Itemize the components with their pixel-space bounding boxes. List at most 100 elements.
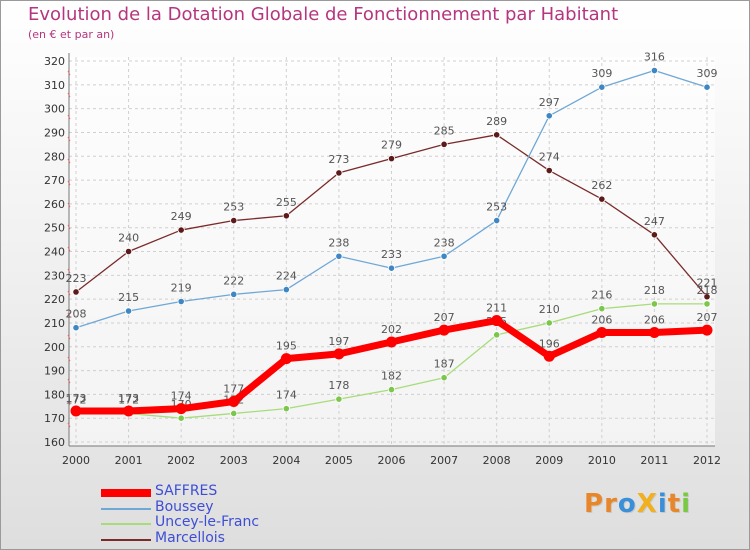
data-point-marcellois bbox=[230, 216, 238, 225]
x-tick-label: 2010 bbox=[588, 454, 616, 467]
x-tick-label: 2002 bbox=[167, 454, 195, 467]
data-label-marcellois: 274 bbox=[539, 151, 560, 164]
chart-subtitle: (en € et par an) bbox=[28, 28, 115, 41]
data-point-saffres bbox=[280, 353, 292, 365]
data-point-saffres bbox=[543, 350, 555, 362]
data-label-marcellois: 262 bbox=[591, 179, 612, 192]
y-tick-label: 310 bbox=[44, 79, 65, 92]
axis-mark bbox=[67, 92, 71, 98]
data-point-saffres bbox=[438, 324, 450, 336]
data-point-marcellois bbox=[440, 140, 448, 148]
x-tick-label: 2011 bbox=[640, 454, 668, 467]
data-label-marcellois: 289 bbox=[486, 115, 507, 128]
logo-letter: P bbox=[584, 489, 605, 519]
data-label-boussey: 316 bbox=[644, 51, 665, 64]
data-label-marcellois: 255 bbox=[276, 196, 297, 209]
data-point-boussey bbox=[650, 66, 659, 75]
logo-letter: i bbox=[681, 489, 692, 519]
data-point-saffres bbox=[228, 396, 240, 408]
legend-label: SAFFRES bbox=[155, 483, 218, 499]
data-point-marcellois bbox=[703, 293, 711, 301]
data-label-boussey: 238 bbox=[434, 236, 455, 249]
data-point-marcellois bbox=[545, 166, 553, 175]
data-label-marcellois: 223 bbox=[66, 272, 87, 285]
data-point-marcellois bbox=[335, 169, 343, 177]
data-label-boussey: 238 bbox=[328, 236, 349, 249]
data-point-boussey bbox=[230, 290, 238, 298]
x-tick-label: 2006 bbox=[378, 454, 406, 467]
x-tick-label: 2009 bbox=[535, 454, 563, 467]
data-point-marcellois bbox=[598, 195, 606, 203]
data-label-marcellois: 273 bbox=[328, 153, 349, 166]
data-label-boussey: 219 bbox=[171, 282, 192, 295]
data-point-uncey-le-franc bbox=[177, 414, 185, 422]
x-tick-label: 2001 bbox=[115, 454, 143, 467]
data-label-marcellois: 247 bbox=[644, 215, 665, 228]
data-point-saffres bbox=[70, 405, 82, 417]
data-point-uncey-le-franc bbox=[230, 409, 238, 418]
data-label-marcellois: 285 bbox=[434, 124, 455, 137]
data-label-uncey-le-franc: 172 bbox=[118, 393, 139, 406]
legend-swatch bbox=[101, 538, 151, 541]
data-label-uncey-le-franc: 218 bbox=[644, 284, 665, 297]
y-tick-label: 250 bbox=[44, 222, 65, 235]
logo-letter: t bbox=[667, 489, 682, 519]
data-label-saffres: 174 bbox=[171, 390, 192, 403]
data-point-boussey bbox=[440, 252, 448, 260]
axis-mark bbox=[67, 180, 71, 186]
logo-letter: r bbox=[604, 489, 618, 519]
y-tick-label: 240 bbox=[44, 246, 65, 259]
data-point-saffres bbox=[596, 326, 608, 338]
proxiti-logo: ProXiti bbox=[584, 489, 691, 519]
data-label-boussey: 309 bbox=[697, 67, 718, 80]
data-label-saffres: 202 bbox=[381, 323, 402, 336]
data-label-uncey-le-franc: 182 bbox=[381, 370, 402, 383]
data-point-boussey bbox=[598, 83, 606, 91]
data-label-saffres: 211 bbox=[486, 302, 507, 315]
legend-label: Uncey-le-Franc bbox=[155, 514, 260, 530]
data-point-uncey-le-franc bbox=[598, 305, 606, 313]
data-label-uncey-le-franc: 178 bbox=[328, 379, 349, 392]
data-point-saffres bbox=[333, 348, 345, 360]
data-point-uncey-le-franc bbox=[703, 300, 711, 308]
data-label-marcellois: 253 bbox=[223, 201, 244, 214]
y-tick-label: 190 bbox=[44, 365, 65, 378]
y-tick-label: 210 bbox=[44, 317, 65, 330]
legend-label: Boussey bbox=[155, 498, 214, 515]
data-point-boussey bbox=[387, 264, 396, 272]
data-label-boussey: 309 bbox=[591, 67, 612, 80]
data-point-saffres bbox=[491, 315, 503, 327]
axis-mark bbox=[67, 334, 71, 340]
axis-mark bbox=[67, 70, 71, 76]
data-point-boussey bbox=[703, 83, 711, 91]
axis-mark bbox=[67, 268, 71, 274]
y-tick-label: 170 bbox=[44, 412, 65, 425]
data-point-uncey-le-franc bbox=[545, 319, 553, 327]
data-point-uncey-le-franc bbox=[493, 331, 501, 339]
axis-mark bbox=[67, 290, 71, 296]
axis-mark bbox=[67, 114, 71, 120]
y-tick-label: 200 bbox=[44, 341, 65, 354]
data-label-boussey: 233 bbox=[381, 248, 402, 261]
data-label-boussey: 253 bbox=[486, 201, 507, 214]
x-tick-label: 2003 bbox=[220, 454, 248, 467]
axis-mark bbox=[67, 158, 71, 164]
logo-letter: o bbox=[617, 489, 637, 519]
data-label-boussey: 297 bbox=[539, 96, 560, 109]
data-point-boussey bbox=[282, 285, 290, 294]
data-label-marcellois: 221 bbox=[697, 277, 718, 290]
data-point-boussey bbox=[493, 216, 501, 225]
legend-swatch bbox=[101, 489, 151, 497]
data-point-uncey-le-franc bbox=[387, 386, 396, 394]
data-point-marcellois bbox=[493, 131, 501, 139]
axis-mark bbox=[67, 312, 71, 318]
axis-mark bbox=[67, 136, 71, 142]
data-point-uncey-le-franc bbox=[440, 374, 448, 382]
data-point-saffres bbox=[123, 405, 135, 417]
y-tick-label: 280 bbox=[44, 150, 65, 163]
data-label-marcellois: 249 bbox=[171, 210, 192, 223]
logo-letter: X bbox=[636, 489, 658, 519]
data-label-boussey: 222 bbox=[223, 274, 244, 287]
data-point-boussey bbox=[72, 324, 80, 332]
